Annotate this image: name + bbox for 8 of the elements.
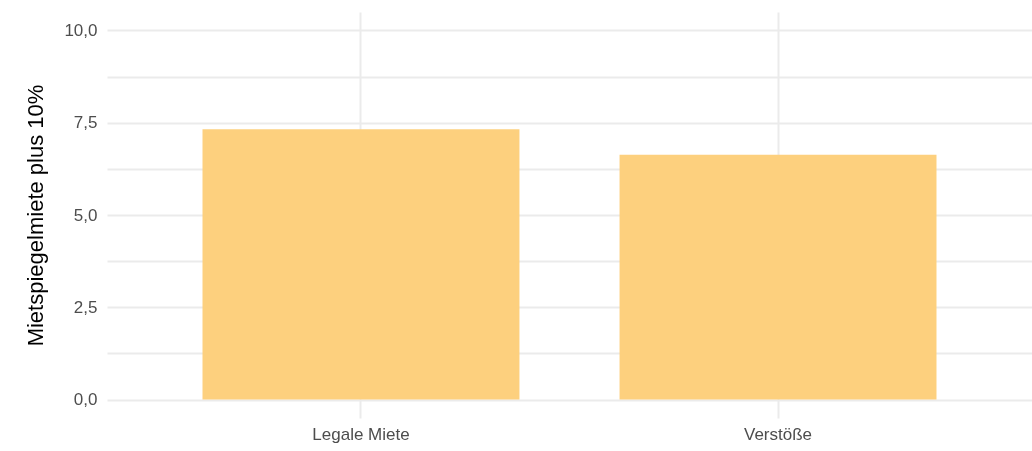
y-tick-label: 0,0 <box>73 390 98 410</box>
x-tick-label: Verstöße <box>744 424 813 444</box>
y-axis-title: Mietspiegelmiete plus 10% <box>23 84 49 347</box>
y-tick-label: 10,0 <box>64 20 98 40</box>
y-tick-label: 7,5 <box>73 113 98 133</box>
y-tick-label: 2,5 <box>73 297 98 317</box>
x-tick-label: Legale Miete <box>312 424 410 444</box>
y-tick-label: 5,0 <box>73 205 98 225</box>
